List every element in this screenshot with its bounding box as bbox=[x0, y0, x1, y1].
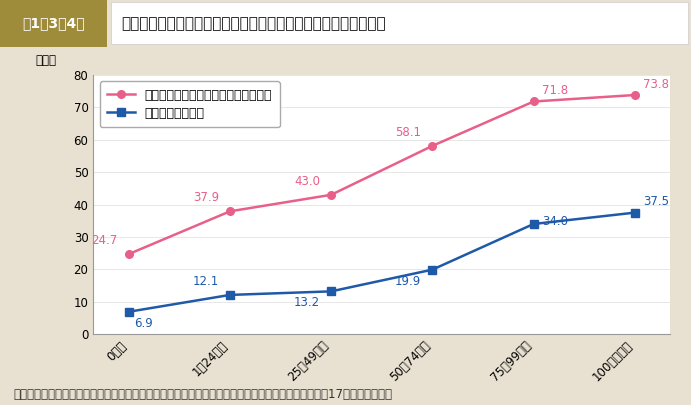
「いつもそうだ」 bbox=[124, 309, 133, 314]
Text: 58.1: 58.1 bbox=[395, 126, 422, 139]
「いつもそうだ」 bbox=[631, 210, 639, 215]
「いつもそうだ」 bbox=[529, 222, 538, 226]
Text: （％）: （％） bbox=[36, 54, 57, 67]
Text: （備考）　労働政策研究・研究機構「日本の長時間労働・不払い労働時間の実態と実証分析」（平成17年）より作成。: （備考） 労働政策研究・研究機構「日本の長時間労働・不払い労働時間の実態と実証分… bbox=[14, 388, 392, 401]
Text: 「一日の仕事で疲れ退社後何もやる気になれない」と長時間労働: 「一日の仕事で疲れ退社後何もやる気になれない」と長時間労働 bbox=[121, 16, 386, 31]
「いつもそうだ」＋「しばしばある」 bbox=[327, 192, 335, 197]
「いつもそうだ」＋「しばしばある」 bbox=[631, 93, 639, 98]
Legend: 「いつもそうだ」＋「しばしばある」, 「いつもそうだ」: 「いつもそうだ」＋「しばしばある」, 「いつもそうだ」 bbox=[100, 81, 280, 127]
Bar bbox=[0, 0, 107, 47]
Text: 37.5: 37.5 bbox=[643, 196, 669, 209]
Text: 19.9: 19.9 bbox=[395, 275, 422, 288]
Text: 13.2: 13.2 bbox=[294, 296, 320, 309]
「いつもそうだ」＋「しばしばある」 bbox=[226, 209, 234, 214]
「いつもそうだ」＋「しばしばある」 bbox=[529, 99, 538, 104]
Text: 第1－3－4図: 第1－3－4図 bbox=[22, 16, 85, 30]
Text: 37.9: 37.9 bbox=[193, 192, 219, 205]
「いつもそうだ」＋「しばしばある」 bbox=[428, 143, 437, 148]
「いつもそうだ」 bbox=[327, 289, 335, 294]
Line: 「いつもそうだ」: 「いつもそうだ」 bbox=[125, 209, 638, 315]
Text: 73.8: 73.8 bbox=[643, 78, 669, 91]
Text: 34.0: 34.0 bbox=[542, 215, 568, 228]
Text: 6.9: 6.9 bbox=[134, 317, 153, 330]
Text: 71.8: 71.8 bbox=[542, 84, 568, 97]
Text: 24.7: 24.7 bbox=[91, 234, 117, 247]
Text: 43.0: 43.0 bbox=[294, 175, 320, 188]
「いつもそうだ」 bbox=[226, 292, 234, 297]
「いつもそうだ」＋「しばしばある」 bbox=[124, 252, 133, 256]
「いつもそうだ」 bbox=[428, 267, 437, 272]
Bar bbox=[111, 2, 688, 44]
Line: 「いつもそうだ」＋「しばしばある」: 「いつもそうだ」＋「しばしばある」 bbox=[125, 91, 638, 258]
Text: 12.1: 12.1 bbox=[193, 275, 219, 288]
